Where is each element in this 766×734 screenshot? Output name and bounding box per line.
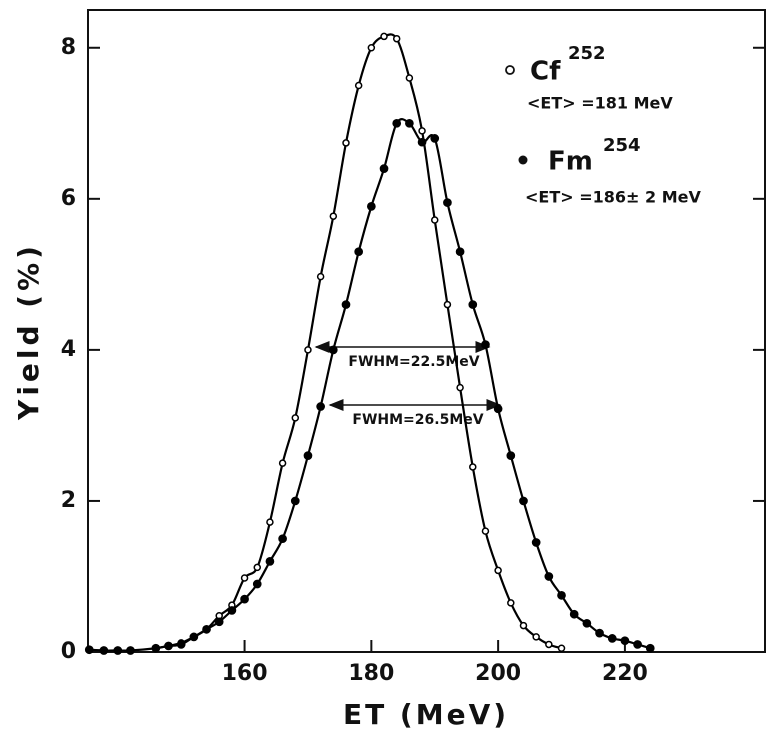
data-point bbox=[380, 32, 388, 41]
data-point bbox=[126, 646, 135, 655]
data-point bbox=[151, 643, 161, 653]
data-point bbox=[557, 644, 566, 652]
y-tick-label: 2 bbox=[61, 488, 76, 513]
legend-marker bbox=[505, 65, 515, 75]
data-point bbox=[418, 127, 426, 135]
data-point bbox=[443, 300, 452, 309]
data-point bbox=[278, 459, 287, 467]
series-line bbox=[155, 33, 562, 650]
legend-label: Fm bbox=[548, 147, 593, 177]
y-tick-label: 8 bbox=[61, 35, 76, 60]
data-point bbox=[519, 496, 528, 506]
data-point bbox=[316, 272, 325, 281]
legend-marker bbox=[518, 155, 528, 165]
data-point bbox=[176, 640, 186, 649]
data-point bbox=[265, 557, 275, 566]
data-point bbox=[227, 606, 237, 615]
legend-note: <ET> =186± 2 MeV bbox=[525, 188, 701, 207]
data-point bbox=[544, 572, 554, 581]
data-point bbox=[469, 463, 477, 471]
data-point bbox=[189, 632, 199, 642]
data-point bbox=[164, 641, 173, 651]
data-point bbox=[253, 563, 261, 572]
x-tick-label: 220 bbox=[602, 661, 648, 686]
data-point bbox=[392, 118, 402, 128]
x-tick-label: 180 bbox=[348, 661, 394, 686]
data-point bbox=[582, 618, 592, 628]
data-point bbox=[443, 198, 452, 207]
data-point bbox=[341, 300, 351, 309]
data-point bbox=[99, 646, 109, 655]
data-point bbox=[607, 634, 617, 643]
data-point bbox=[290, 496, 300, 506]
x-axis-label: ET (MeV) bbox=[343, 698, 509, 731]
data-point bbox=[569, 609, 579, 619]
data-point bbox=[113, 646, 123, 655]
legend-label: Cf bbox=[530, 57, 561, 87]
x-tick-label: 200 bbox=[475, 661, 521, 686]
data-point bbox=[405, 74, 414, 82]
data-point bbox=[507, 599, 515, 607]
y-axis-label: Yield (%) bbox=[12, 242, 45, 421]
data-point bbox=[645, 643, 655, 653]
data-point bbox=[405, 118, 414, 128]
data-point bbox=[252, 579, 262, 589]
x-tick-label: 160 bbox=[222, 661, 268, 686]
data-point bbox=[633, 640, 642, 649]
data-point bbox=[456, 383, 464, 392]
data-point bbox=[417, 137, 427, 147]
data-point bbox=[367, 44, 376, 52]
data-point bbox=[354, 247, 364, 257]
data-point bbox=[468, 300, 478, 309]
data-point bbox=[214, 617, 224, 627]
legend-superscript: 252 bbox=[568, 43, 606, 64]
data-point bbox=[494, 566, 502, 575]
data-point bbox=[545, 640, 553, 649]
data-point bbox=[430, 134, 440, 143]
y-tick-label: 4 bbox=[61, 337, 76, 362]
data-point bbox=[304, 346, 312, 354]
data-point bbox=[202, 624, 211, 634]
data-point bbox=[316, 402, 325, 411]
data-point bbox=[519, 621, 528, 630]
data-point bbox=[291, 414, 300, 422]
data-point bbox=[493, 404, 503, 414]
y-tick-label: 6 bbox=[61, 186, 76, 211]
data-point bbox=[354, 81, 363, 90]
data-point bbox=[506, 451, 516, 460]
data-point bbox=[557, 591, 566, 600]
data-point bbox=[430, 216, 439, 224]
data-point bbox=[481, 340, 490, 349]
data-point bbox=[266, 518, 274, 526]
data-point bbox=[342, 139, 350, 147]
plot-frame bbox=[87, 9, 766, 653]
legend-superscript: 254 bbox=[603, 135, 641, 156]
data-point bbox=[278, 534, 287, 544]
data-point bbox=[481, 527, 490, 535]
data-point bbox=[379, 164, 389, 173]
annotation: FWHM=26.5MeV bbox=[352, 412, 483, 428]
data-point bbox=[84, 645, 94, 655]
data-point bbox=[455, 247, 465, 257]
data-point bbox=[532, 633, 540, 641]
data-point bbox=[620, 636, 630, 646]
y-tick-label: 0 bbox=[61, 639, 76, 664]
data-point bbox=[367, 202, 376, 211]
data-point bbox=[531, 538, 541, 547]
data-point bbox=[595, 628, 604, 638]
data-point bbox=[240, 574, 249, 582]
data-point bbox=[240, 594, 249, 604]
legend-note: <ET> =181 MeV bbox=[527, 94, 673, 113]
data-point bbox=[303, 451, 313, 460]
annotation: FWHM=22.5MeV bbox=[348, 354, 479, 370]
data-point bbox=[328, 345, 338, 355]
data-point bbox=[392, 34, 401, 43]
data-point bbox=[329, 212, 338, 220]
